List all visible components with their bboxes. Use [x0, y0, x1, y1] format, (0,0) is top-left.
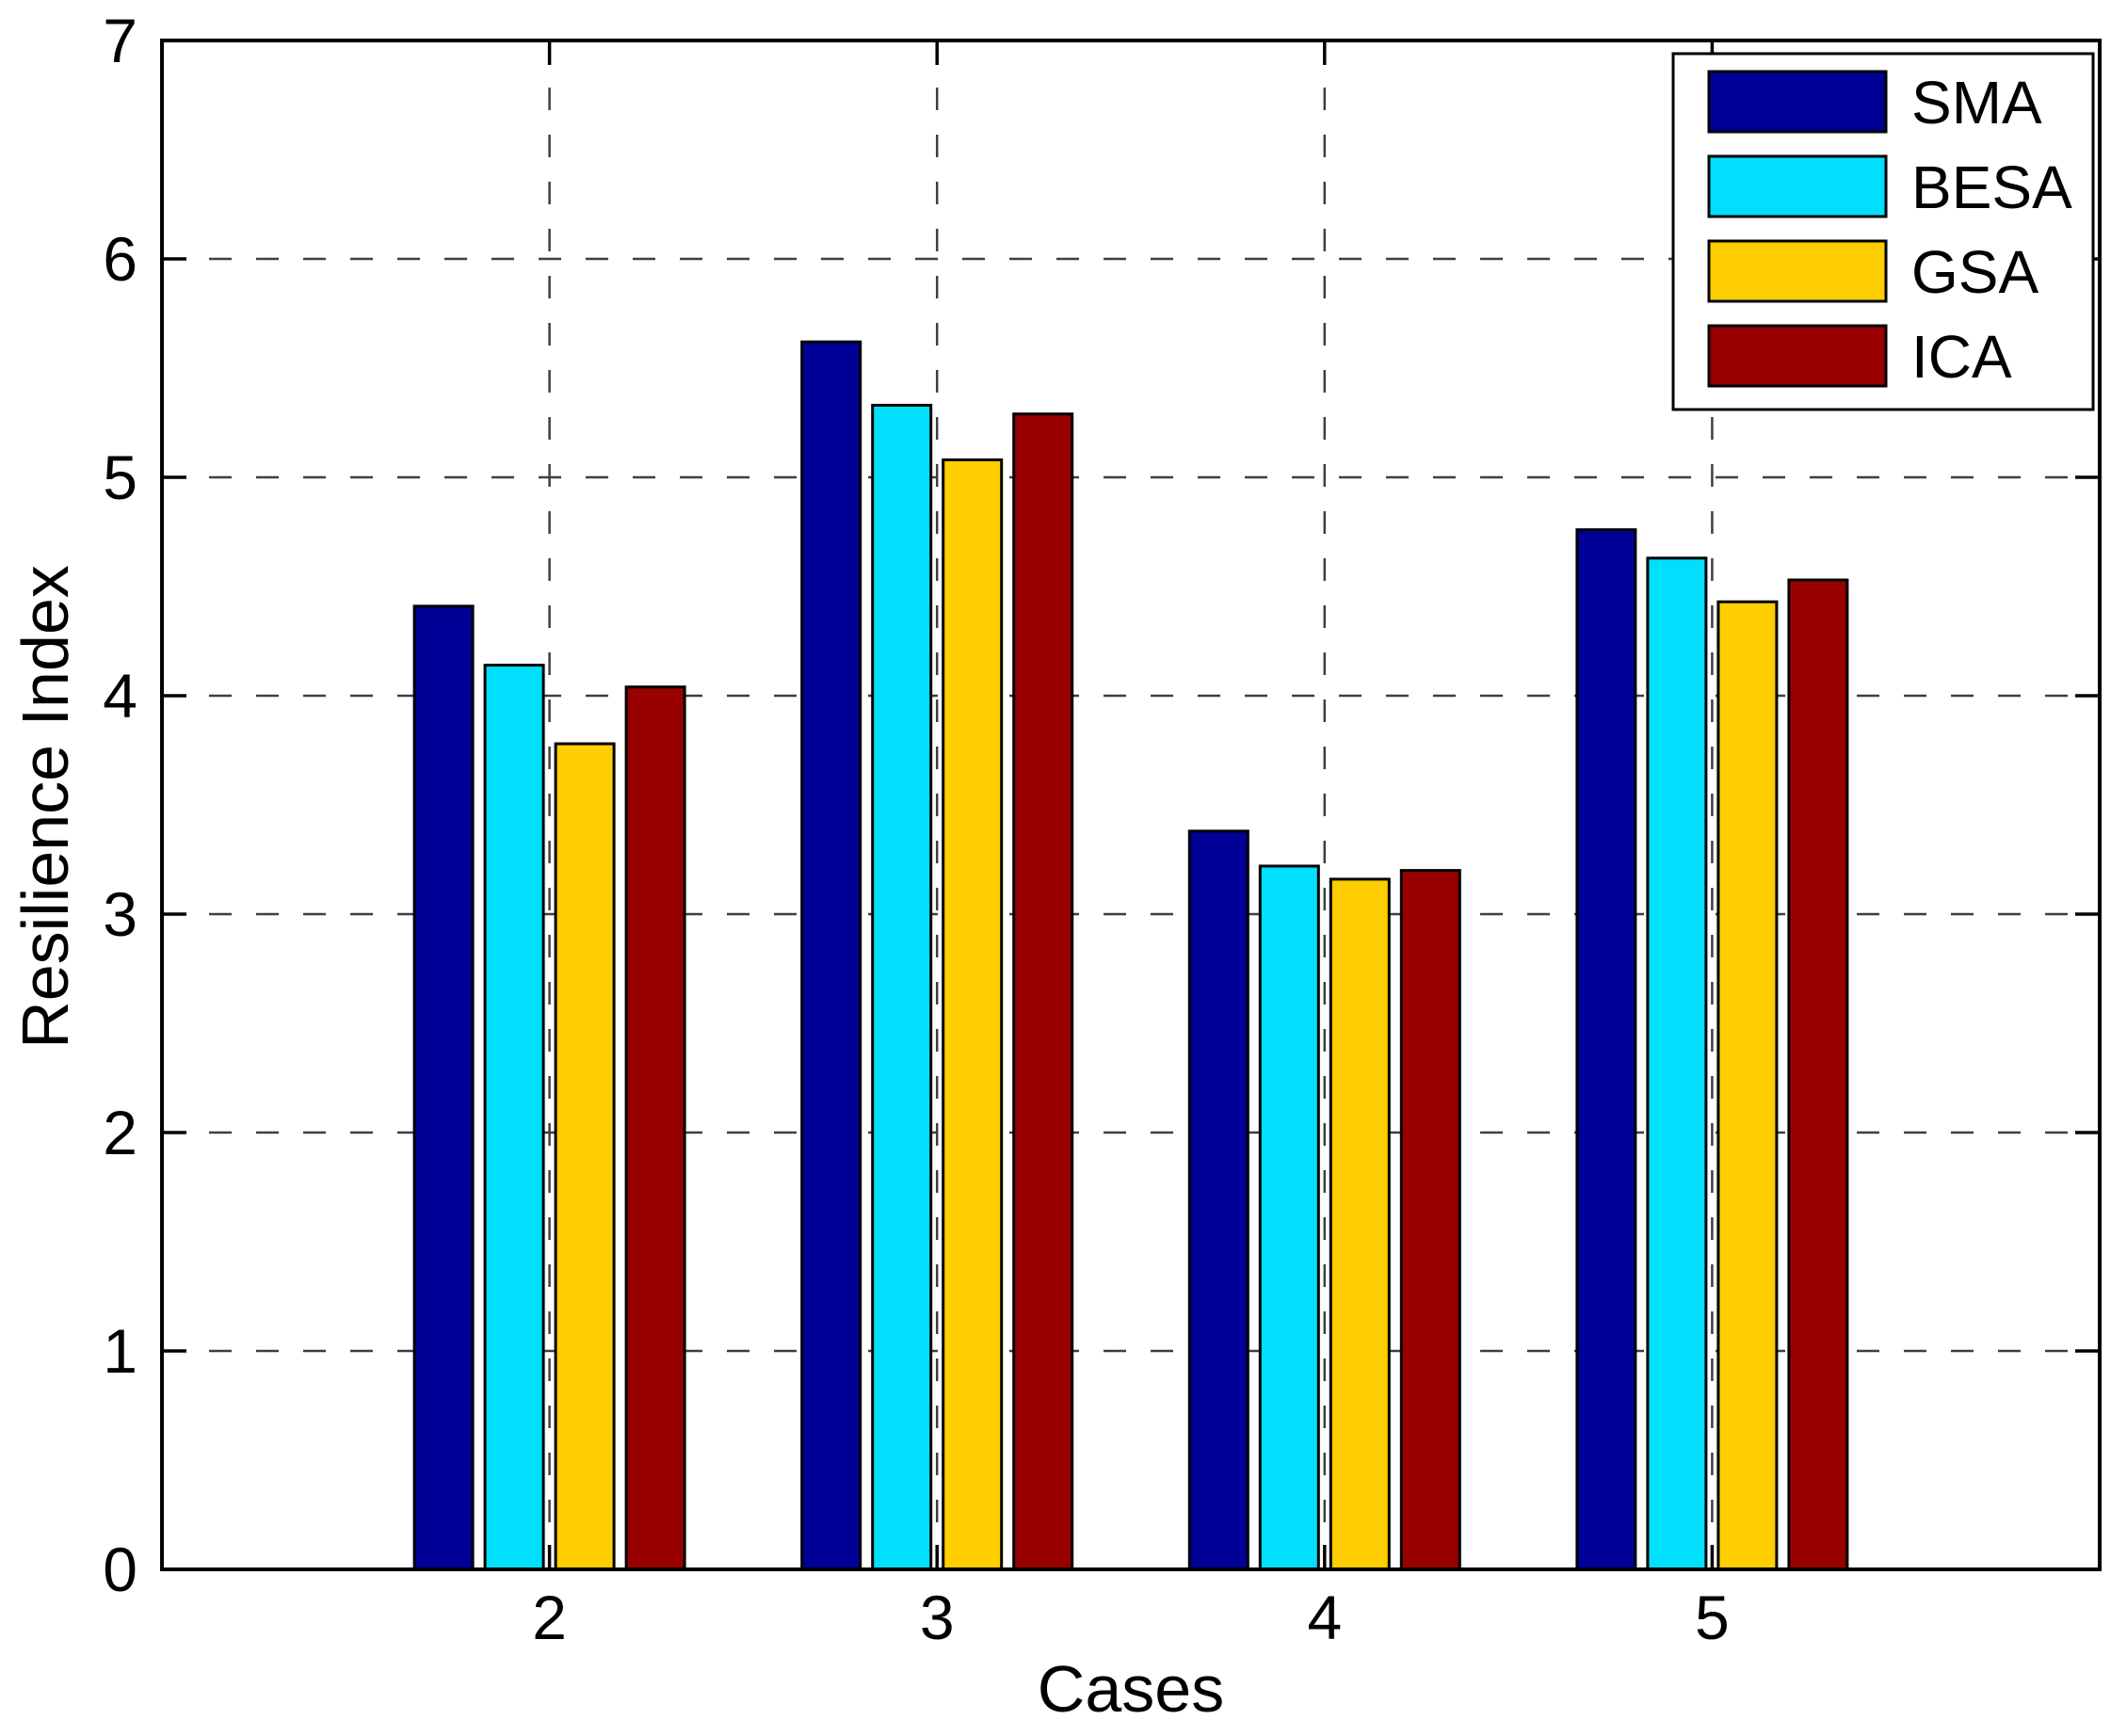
bar-besa-case-4 — [1258, 864, 1320, 1571]
y-tick-label-7: 7 — [103, 6, 137, 75]
y-tick-labels: 0 1 2 3 4 5 6 7 — [103, 6, 137, 1604]
y-tick-label-4: 4 — [103, 661, 137, 731]
legend-label-gsa: GSA — [1911, 238, 2038, 306]
bar-gsa-case-5 — [1716, 600, 1779, 1571]
bar-sma-case-3 — [800, 340, 862, 1571]
bar-group-case-5 — [1575, 528, 1849, 1571]
legend-label-sma: SMA — [1911, 69, 2042, 137]
legend-item-besa: BESA — [1707, 153, 2072, 221]
axis-ticks — [162, 40, 2100, 1569]
bar-besa-case-5 — [1646, 556, 1708, 1571]
bar-sma-case-2 — [412, 604, 475, 1571]
bar-sma-case-4 — [1187, 829, 1249, 1571]
bar-gsa-case-2 — [554, 742, 616, 1571]
bar-besa-case-2 — [483, 664, 545, 1571]
legend: SMA BESA GSA ICA — [1671, 52, 2095, 411]
y-tick-label-0: 0 — [103, 1535, 137, 1604]
legend-item-gsa: GSA — [1707, 238, 2038, 306]
bar-gsa-case-4 — [1329, 877, 1391, 1571]
bar-gsa-case-3 — [942, 458, 1004, 1571]
legend-item-ica: ICA — [1707, 323, 2012, 391]
y-tick-label-2: 2 — [103, 1098, 137, 1167]
legend-swatch-besa — [1707, 154, 1888, 218]
x-tick-label-2: 2 — [532, 1583, 567, 1652]
bar-besa-case-3 — [871, 403, 933, 1571]
plot-border — [160, 39, 2102, 1571]
legend-swatch-ica — [1707, 324, 1888, 388]
bar-group-case-3 — [800, 340, 1074, 1571]
legend-label-besa: BESA — [1911, 153, 2072, 221]
bar-group-case-4 — [1187, 829, 1461, 1571]
bar-ica-case-5 — [1787, 578, 1849, 1571]
legend-item-sma: SMA — [1707, 69, 2042, 137]
bar-ica-case-3 — [1012, 412, 1074, 1571]
legend-swatch-sma — [1707, 70, 1888, 134]
bar-ica-case-2 — [624, 685, 686, 1571]
bar-sma-case-5 — [1575, 528, 1637, 1571]
y-tick-label-1: 1 — [103, 1316, 137, 1386]
y-tick-label-6: 6 — [103, 224, 137, 294]
bar-group-case-2 — [412, 604, 686, 1571]
x-tick-label-3: 3 — [920, 1583, 955, 1652]
x-axis-title: Cases — [1038, 1652, 1224, 1726]
y-tick-label-5: 5 — [103, 442, 137, 512]
legend-swatch-gsa — [1707, 239, 1888, 303]
axes-frame — [160, 39, 2102, 1571]
legend-label-ica: ICA — [1911, 323, 2012, 391]
x-tick-labels: 2 3 4 5 — [532, 1583, 1730, 1652]
bar-ica-case-4 — [1399, 869, 1461, 1571]
bar-groups — [412, 340, 1849, 1571]
x-tick-label-5: 5 — [1695, 1583, 1730, 1652]
x-tick-label-4: 4 — [1307, 1583, 1342, 1652]
y-axis-title: Resilience Index — [8, 565, 82, 1049]
y-tick-label-3: 3 — [103, 879, 137, 949]
